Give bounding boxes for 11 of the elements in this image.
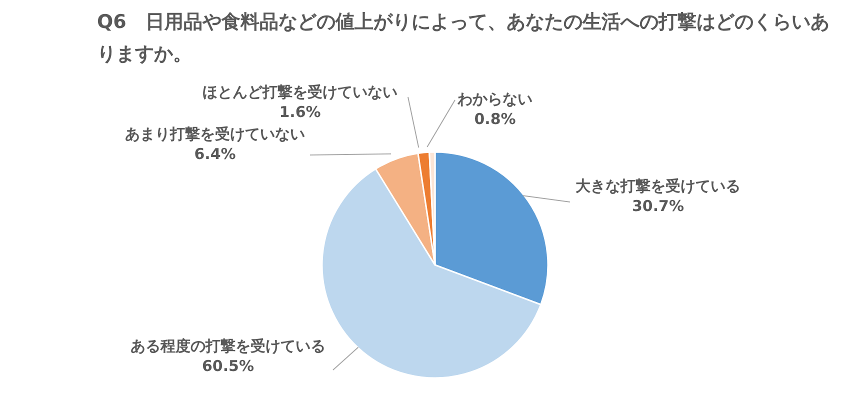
slice-label: わからない	[456, 90, 532, 108]
data-label: 0.8%	[474, 110, 516, 128]
chart-title: Q6 日用品や食料品などの値上がりによって、あなたの生活への打撃はどのくらいありますか。	[97, 10, 830, 67]
slice-label: ある程度の打撃を受けている	[130, 337, 326, 356]
slice-label: 大きな打撃を受けている	[576, 177, 740, 196]
data-label: 30.7%	[632, 197, 684, 216]
data-label: 60.5%	[202, 357, 254, 376]
data-label: 6.4%	[194, 145, 236, 164]
slice-label: あまり打撃を受けていない	[125, 125, 305, 144]
slice-label: ほとんど打撃を受けていない	[202, 83, 398, 102]
data-label: 1.6%	[279, 103, 321, 122]
